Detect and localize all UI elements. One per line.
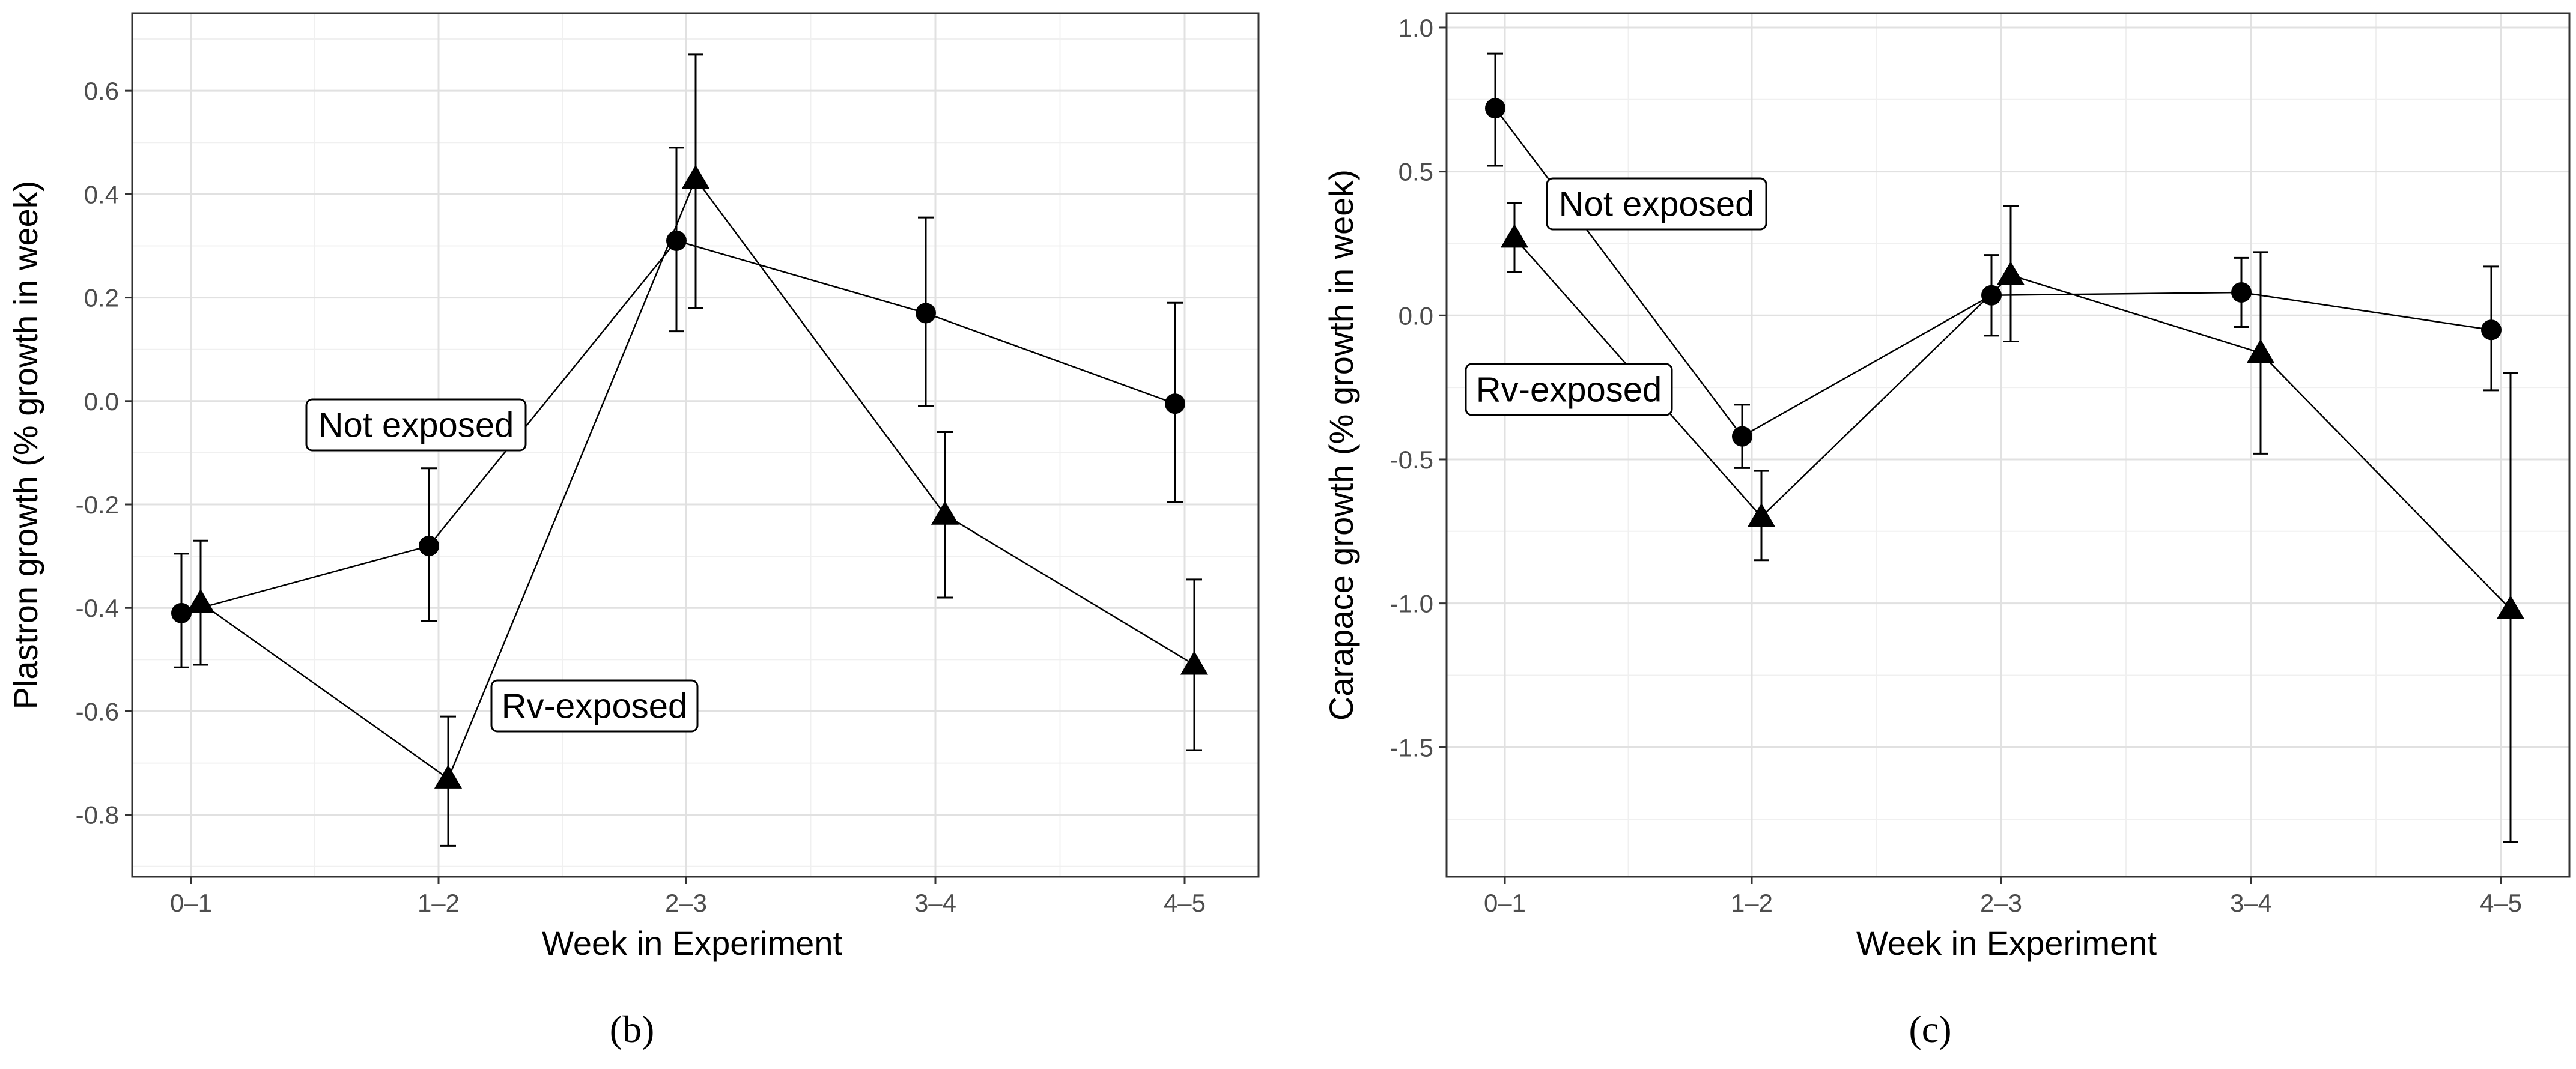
- y-tick-label: 0.4: [84, 180, 119, 208]
- x-tick-label: 2–3: [665, 889, 707, 917]
- data-point-triangle: [1747, 503, 1776, 527]
- data-point-triangle: [2496, 595, 2525, 619]
- data-point-circle: [1981, 285, 2002, 306]
- annotation-text: Rv-exposed: [1476, 371, 1662, 410]
- annotation-label: Rv-exposed: [490, 679, 699, 733]
- chart-panel-b: Not exposed Rv-exposed -0.8 -0.6 -0.4 -0.2 0.0…: [7, 12, 1260, 962]
- y-tick-label: 0.6: [84, 77, 119, 105]
- annotation-text: Not exposed: [318, 406, 514, 445]
- y-axis: -1.5 -1.0 -0.5 0.0 0.5 1.0: [1390, 14, 1447, 762]
- series-rv-exposed: [186, 53, 1209, 847]
- data-point-triangle: [1180, 650, 1209, 675]
- plot-background: [1447, 13, 2569, 877]
- y-tick-label: -0.6: [76, 697, 119, 725]
- series-rv-exposed: [1500, 202, 2525, 843]
- x-axis-title: Week in Experiment: [1856, 924, 2157, 962]
- data-point-triangle: [931, 501, 959, 525]
- x-tick-label: 1–2: [418, 889, 460, 917]
- panel-caption-b: (b): [610, 1008, 655, 1050]
- x-tick-label: 3–4: [914, 889, 956, 917]
- y-tick-label: -0.8: [76, 801, 119, 829]
- x-tick-label: 4–5: [1164, 889, 1206, 917]
- y-tick-label: 0.5: [1399, 158, 1433, 186]
- x-axis-title: Week in Experiment: [542, 924, 843, 962]
- x-tick-label: 1–2: [1731, 889, 1773, 917]
- annotation-box: [490, 679, 699, 733]
- annotation-box: [1465, 363, 1673, 416]
- data-point-triangle: [2246, 339, 2275, 363]
- series-not-exposed: [1485, 52, 2502, 469]
- gridlines: [1447, 13, 2569, 877]
- annotation-box: [305, 398, 527, 452]
- x-tick-label: 0–1: [170, 889, 212, 917]
- data-point-triangle: [434, 765, 463, 789]
- y-tick-label: 1.0: [1399, 14, 1433, 42]
- y-tick-label: -0.4: [76, 594, 119, 622]
- data-point-circle: [1732, 426, 1752, 447]
- chart-panel-c: Not exposed Rv-exposed -1.5 -1.0 -0.5 0.0 0.5 1…: [1322, 12, 2571, 962]
- annotation-label: Not exposed: [305, 398, 527, 452]
- x-tick-label: 3–4: [2230, 889, 2272, 917]
- y-tick-label: 0.0: [84, 387, 119, 416]
- y-tick-label: -1.5: [1390, 733, 1433, 762]
- x-tick-label: 0–1: [1484, 889, 1526, 917]
- data-point-circle: [666, 230, 687, 251]
- x-axis: 0–1 1–2 2–3 3–4 4–5: [1484, 877, 2522, 917]
- annotation-label: Rv-exposed: [1465, 363, 1673, 416]
- data-point-circle: [2231, 282, 2252, 303]
- data-point-triangle: [1500, 223, 1529, 248]
- data-point-circle: [2481, 319, 2502, 341]
- y-axis-title: Plastron growth (% growth in week): [7, 181, 44, 710]
- data-point-triangle: [1996, 261, 2025, 285]
- data-point-circle: [916, 303, 936, 324]
- data-point-triangle: [681, 165, 710, 189]
- annotation-text: Not exposed: [1559, 185, 1755, 224]
- data-point-circle: [1485, 98, 1505, 119]
- data-point-triangle: [186, 589, 215, 613]
- plot-frame: [131, 12, 1260, 878]
- y-axis-title: Carapace growth (% growth in week): [1322, 169, 1360, 721]
- y-tick-label: 0.2: [84, 284, 119, 312]
- data-point-circle: [171, 602, 192, 623]
- x-tick-label: 4–5: [2480, 889, 2522, 917]
- x-tick-label: 2–3: [1980, 889, 2022, 917]
- data-point-circle: [1165, 393, 1185, 414]
- y-tick-label: -0.5: [1390, 446, 1433, 474]
- x-axis: 0–1 1–2 2–3 3–4 4–5: [170, 877, 1206, 917]
- y-tick-label: -1.0: [1390, 590, 1433, 618]
- panel-caption-c: (c): [1909, 1008, 1951, 1050]
- annotation-label: Not exposed: [1546, 177, 1767, 231]
- series-not-exposed: [171, 147, 1185, 668]
- y-axis: -0.8 -0.6 -0.4 -0.2 0.0 0.2 0.4 0.6: [76, 77, 132, 829]
- y-tick-label: 0.0: [1399, 301, 1433, 330]
- annotation-box: [1546, 177, 1767, 231]
- y-tick-label: -0.2: [76, 491, 119, 519]
- data-point-circle: [419, 535, 439, 556]
- plot-frame: [1445, 12, 2571, 878]
- annotation-text: Rv-exposed: [502, 687, 687, 726]
